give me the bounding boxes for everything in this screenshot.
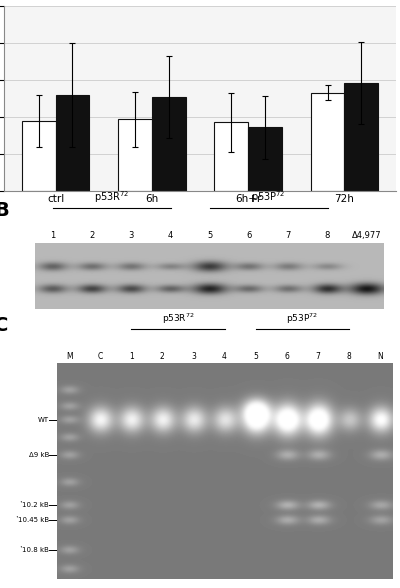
Bar [214,122,248,191]
Text: N: N [377,352,383,360]
Text: ̔10.2 kB: ̔10.2 kB [22,502,49,508]
Text: p53R$^{72}$: p53R$^{72}$ [162,312,194,326]
Text: 5: 5 [207,231,212,240]
Text: p53R$^{72}$: p53R$^{72}$ [94,189,129,205]
Text: 8: 8 [346,352,351,360]
Bar [22,121,56,191]
Bar [118,119,152,191]
Bar [56,95,89,191]
Text: WT: WT [38,417,49,423]
Text: M: M [66,352,72,360]
Text: 5: 5 [253,352,258,360]
Text: p53P$^{72}$: p53P$^{72}$ [286,312,318,326]
Text: 1: 1 [129,352,134,360]
Text: 4: 4 [222,352,227,360]
Text: 8: 8 [325,231,330,240]
Text: 7: 7 [315,352,320,360]
Text: 3: 3 [129,231,134,240]
Text: 3: 3 [191,352,196,360]
Bar [311,92,344,191]
Text: Δ9 kB: Δ9 kB [29,452,49,458]
Text: ̔10.45 kB: ̔10.45 kB [18,517,49,523]
Bar [152,97,186,191]
Text: 1: 1 [50,231,56,240]
Text: 2: 2 [90,231,95,240]
Text: C: C [98,352,103,360]
Text: 7: 7 [286,231,291,240]
Text: B: B [0,201,9,220]
Bar [344,83,378,191]
Text: 4: 4 [168,231,173,240]
Bar [248,128,282,191]
Text: p53P$^{72}$: p53P$^{72}$ [252,189,286,205]
Text: 2: 2 [160,352,165,360]
Text: ̔10.8 kB: ̔10.8 kB [22,547,49,553]
Text: 6: 6 [284,352,289,360]
Text: C: C [0,316,8,335]
Text: Δ4,977: Δ4,977 [352,231,382,240]
Text: 6: 6 [246,231,252,240]
